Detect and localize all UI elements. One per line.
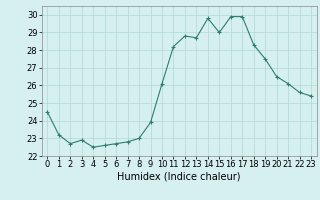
X-axis label: Humidex (Indice chaleur): Humidex (Indice chaleur) [117, 172, 241, 182]
